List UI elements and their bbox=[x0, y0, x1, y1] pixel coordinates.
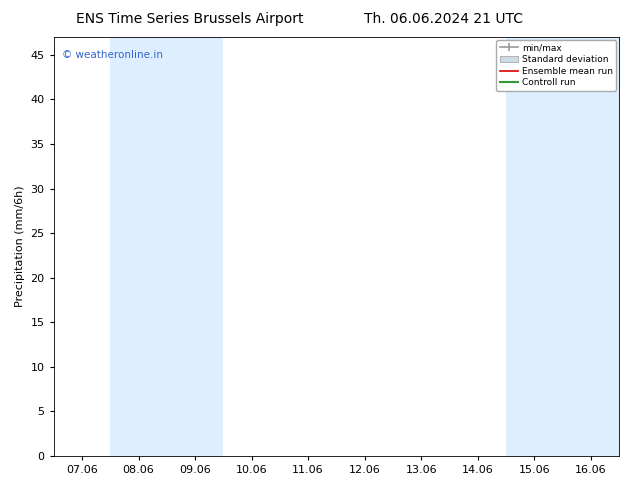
Y-axis label: Precipitation (mm/6h): Precipitation (mm/6h) bbox=[15, 186, 25, 307]
Text: Th. 06.06.2024 21 UTC: Th. 06.06.2024 21 UTC bbox=[365, 12, 523, 26]
Text: © weatheronline.in: © weatheronline.in bbox=[62, 49, 163, 60]
Bar bbox=[506, 37, 619, 456]
Bar bbox=[110, 37, 223, 456]
Text: ENS Time Series Brussels Airport: ENS Time Series Brussels Airport bbox=[77, 12, 304, 26]
Legend: min/max, Standard deviation, Ensemble mean run, Controll run: min/max, Standard deviation, Ensemble me… bbox=[496, 40, 616, 91]
